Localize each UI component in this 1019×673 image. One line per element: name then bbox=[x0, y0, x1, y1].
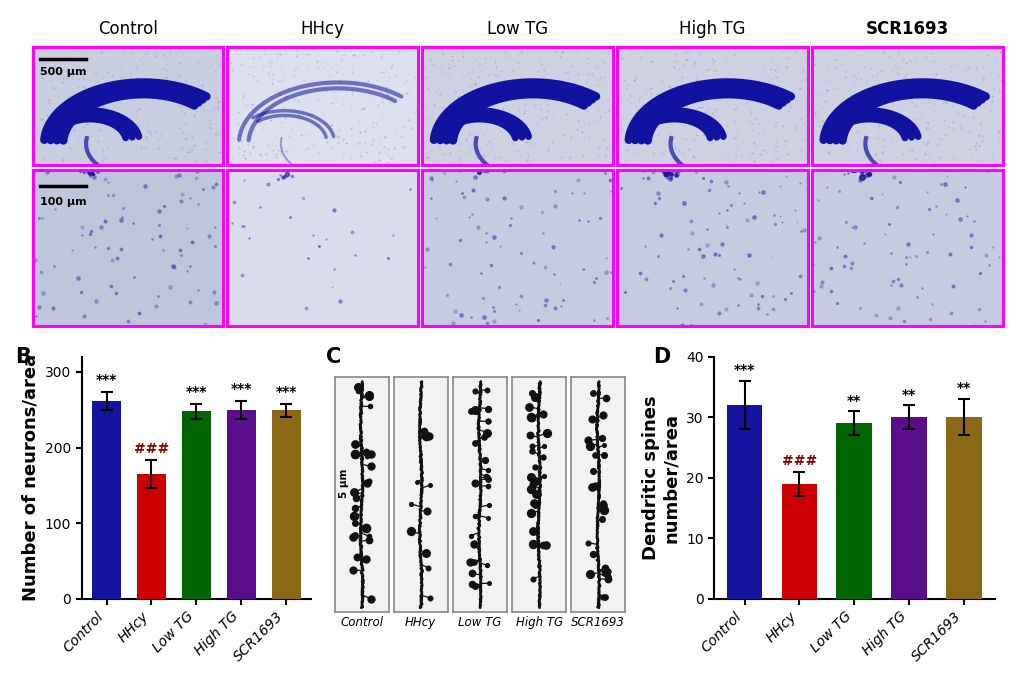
Text: ***: *** bbox=[96, 373, 117, 387]
Text: 100 µm: 100 µm bbox=[40, 197, 87, 207]
Text: ***: *** bbox=[275, 385, 297, 399]
Text: ###: ### bbox=[133, 442, 169, 456]
Y-axis label: Number of neurons/area: Number of neurons/area bbox=[21, 354, 39, 602]
Text: HHcy: HHcy bbox=[301, 20, 344, 38]
Text: 5 µm: 5 µm bbox=[338, 468, 348, 497]
Text: Low TG: Low TG bbox=[458, 616, 501, 629]
Text: Control: Control bbox=[98, 20, 158, 38]
Bar bbox=[727, 405, 761, 599]
Bar bbox=[946, 417, 981, 599]
Text: D: D bbox=[652, 347, 669, 367]
Bar bbox=[836, 423, 871, 599]
Bar bbox=[226, 410, 256, 599]
Text: ***: *** bbox=[230, 382, 252, 396]
Bar bbox=[181, 411, 211, 599]
Bar bbox=[137, 474, 166, 599]
Bar bbox=[891, 417, 926, 599]
Text: High TG: High TG bbox=[515, 616, 562, 629]
Text: C: C bbox=[326, 347, 341, 367]
Text: 500 µm: 500 µm bbox=[40, 67, 87, 77]
Text: **: ** bbox=[956, 382, 970, 396]
Text: HHcy: HHcy bbox=[405, 616, 436, 629]
Text: High TG: High TG bbox=[679, 20, 745, 38]
Bar bbox=[92, 400, 121, 599]
Bar bbox=[781, 484, 816, 599]
Text: ***: *** bbox=[185, 385, 207, 399]
Text: ***: *** bbox=[733, 363, 754, 378]
Bar bbox=[271, 411, 301, 599]
Text: SCR1693: SCR1693 bbox=[571, 616, 625, 629]
Text: **: ** bbox=[847, 394, 860, 408]
Text: **: ** bbox=[901, 388, 915, 402]
Text: ###: ### bbox=[781, 454, 816, 468]
Y-axis label: Dendritic spines
number/area: Dendritic spines number/area bbox=[641, 396, 680, 560]
Text: Low TG: Low TG bbox=[487, 20, 547, 38]
Text: Control: Control bbox=[339, 616, 383, 629]
Text: B: B bbox=[15, 347, 32, 367]
Text: SCR1693: SCR1693 bbox=[865, 20, 948, 38]
